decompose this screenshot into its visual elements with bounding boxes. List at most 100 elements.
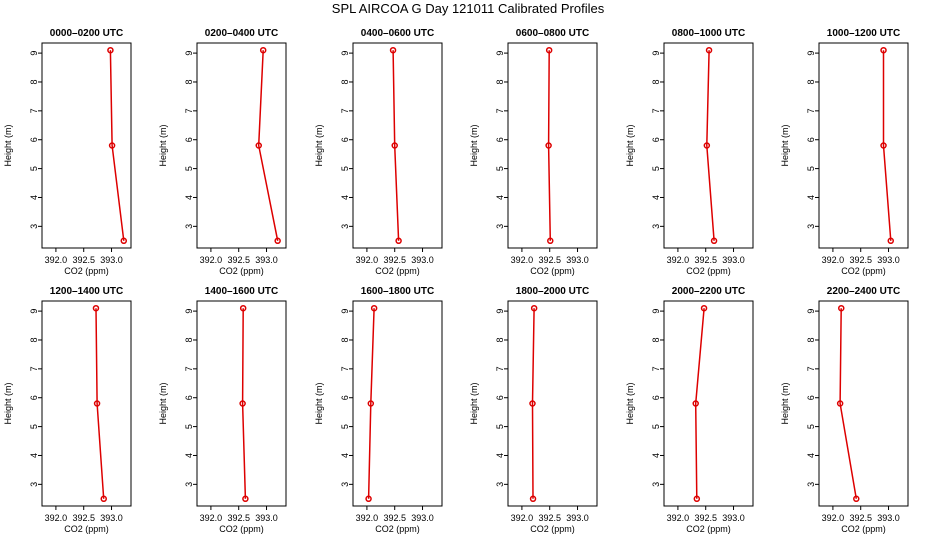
y-tick-label: 3 — [340, 482, 350, 487]
y-tick-label: 5 — [29, 166, 39, 171]
profile-point — [692, 400, 699, 407]
profile-point — [710, 237, 718, 245]
profile-point — [365, 495, 372, 503]
y-tick-label: 6 — [651, 137, 661, 142]
y-tick-label: 7 — [806, 108, 816, 113]
profile-point — [239, 304, 247, 312]
y-tick-label: 8 — [806, 337, 816, 342]
x-tick-label: 393.0 — [255, 255, 278, 265]
y-axis-label: Height (m) — [3, 382, 13, 424]
x-axis-label: CO2 (ppm) — [841, 266, 886, 276]
y-tick-label: 8 — [184, 79, 194, 84]
profile-line — [547, 50, 552, 241]
profile-point — [367, 400, 375, 407]
y-tick-label: 7 — [29, 108, 39, 113]
profile-line — [706, 50, 715, 241]
profile-point — [93, 400, 101, 407]
y-tick-label: 3 — [806, 482, 816, 487]
y-tick-label: 6 — [29, 395, 39, 400]
profile-point — [107, 46, 114, 54]
x-tick-label: 393.0 — [877, 255, 900, 265]
x-tick-label: 393.0 — [100, 255, 123, 265]
y-tick-label: 5 — [651, 166, 661, 171]
x-tick-label: 393.0 — [566, 255, 589, 265]
panel-title: 1200–1400 UTC — [50, 286, 123, 297]
profile-point — [274, 237, 281, 245]
profile-line — [367, 308, 375, 499]
y-tick-label: 9 — [806, 309, 816, 314]
profile-point — [545, 142, 552, 149]
x-tick-label: 392.0 — [356, 255, 379, 265]
y-tick-label: 7 — [184, 366, 194, 371]
profile-point — [703, 142, 711, 149]
y-tick-label: 4 — [340, 195, 350, 200]
y-tick-label: 6 — [806, 395, 816, 400]
y-tick-label: 3 — [29, 224, 39, 229]
profile-point — [255, 142, 262, 149]
plot-frame — [818, 300, 909, 507]
x-axis-label: CO2 (ppm) — [64, 524, 109, 534]
panel-title: 0600–0800 UTC — [516, 28, 589, 39]
y-tick-label: 7 — [806, 366, 816, 371]
page-title: SPL AIRCOA G Day 121011 Calibrated Profi… — [331, 1, 605, 16]
profile-line — [694, 308, 705, 499]
x-tick-label: 392.0 — [822, 255, 845, 265]
y-tick-label: 6 — [651, 395, 661, 400]
x-tick-label: 392.5 — [227, 255, 250, 265]
y-tick-label: 8 — [184, 337, 194, 342]
x-tick-label: 393.0 — [411, 513, 434, 523]
plot-frame — [663, 42, 754, 249]
plot-frame — [352, 300, 443, 507]
profile-point — [370, 304, 378, 312]
x-tick-label: 392.5 — [694, 513, 717, 523]
x-tick-label: 392.5 — [72, 513, 95, 523]
plot-frame — [507, 300, 598, 507]
profile-line — [882, 50, 892, 241]
profile-line — [257, 50, 279, 241]
y-tick-label: 7 — [340, 108, 350, 113]
y-tick-label: 3 — [340, 224, 350, 229]
y-axis-label: Height (m) — [3, 124, 13, 166]
x-tick-label: 392.0 — [200, 255, 223, 265]
y-axis-label: Height (m) — [314, 382, 324, 424]
y-tick-label: 3 — [651, 482, 661, 487]
profile-line — [839, 308, 858, 499]
profile-point — [389, 46, 397, 54]
profile-point — [529, 495, 537, 503]
profile-point — [880, 142, 887, 149]
y-tick-label: 5 — [29, 424, 39, 429]
profile-point — [547, 237, 554, 245]
x-tick-label: 392.0 — [511, 255, 534, 265]
y-tick-label: 9 — [184, 309, 194, 314]
y-tick-label: 5 — [184, 424, 194, 429]
x-axis-label: CO2 (ppm) — [375, 266, 420, 276]
x-tick-label: 393.0 — [877, 513, 900, 523]
y-tick-label: 6 — [29, 137, 39, 142]
y-tick-label: 8 — [340, 337, 350, 342]
x-axis-label: CO2 (ppm) — [841, 524, 886, 534]
profile-point — [92, 304, 100, 312]
x-axis-label: CO2 (ppm) — [219, 266, 264, 276]
profile-line — [109, 50, 125, 241]
profile-point — [887, 237, 895, 245]
y-tick-label: 4 — [340, 453, 350, 458]
panel-title: 0000–0200 UTC — [50, 28, 123, 39]
y-tick-label: 9 — [29, 51, 39, 56]
x-tick-label: 392.5 — [538, 513, 561, 523]
plot-frame — [196, 300, 287, 507]
y-tick-label: 4 — [184, 453, 194, 458]
y-tick-label: 3 — [806, 224, 816, 229]
y-tick-label: 4 — [806, 195, 816, 200]
y-tick-label: 7 — [184, 108, 194, 113]
y-tick-label: 9 — [184, 51, 194, 56]
y-axis-label: Height (m) — [780, 124, 790, 166]
profile-point — [100, 495, 107, 503]
y-tick-label: 8 — [651, 337, 661, 342]
y-tick-label: 3 — [651, 224, 661, 229]
x-axis-label: CO2 (ppm) — [530, 266, 575, 276]
x-tick-label: 392.5 — [849, 513, 872, 523]
